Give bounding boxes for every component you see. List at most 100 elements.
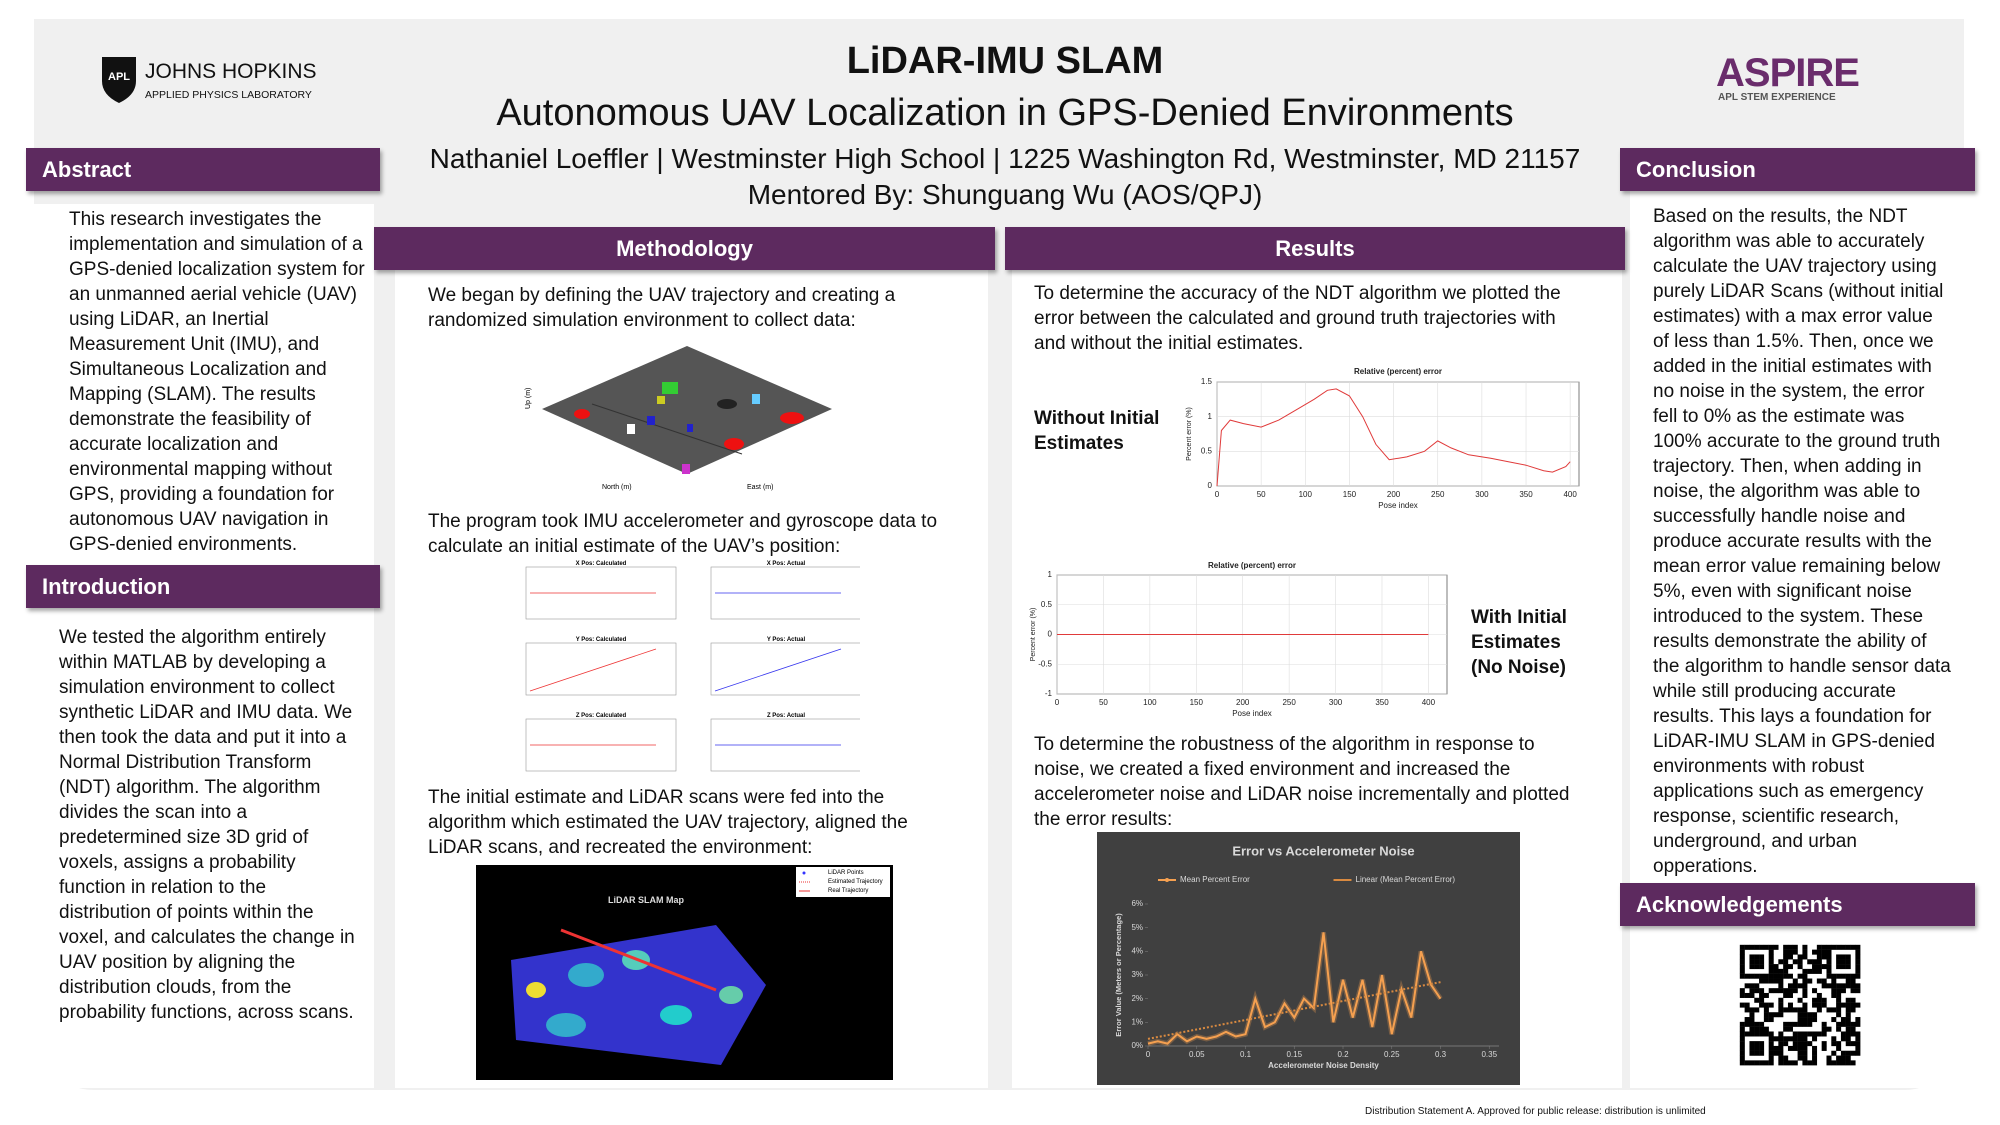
qr-module bbox=[1792, 1031, 1798, 1037]
jhu-logo: APL JOHNS HOPKINS APPLIED PHYSICS LABORA… bbox=[102, 57, 317, 103]
qr-module bbox=[1754, 1041, 1760, 1047]
qr-module bbox=[1754, 1045, 1760, 1051]
qr-module bbox=[1778, 1041, 1784, 1047]
qr-module bbox=[1773, 978, 1779, 984]
qr-module bbox=[1840, 983, 1846, 989]
qr-module bbox=[1787, 1060, 1793, 1066]
qr-module bbox=[1754, 997, 1760, 1003]
qr-module bbox=[1850, 1026, 1856, 1032]
qr-module bbox=[1802, 1021, 1808, 1027]
qr-module bbox=[1807, 968, 1813, 974]
qr-module bbox=[1836, 1055, 1842, 1061]
qr-module bbox=[1812, 1031, 1818, 1037]
qr-module bbox=[1802, 1017, 1808, 1023]
introduction-text: We tested the algorithm entirely within … bbox=[59, 627, 355, 1023]
qr-module bbox=[1826, 949, 1832, 955]
qr-module bbox=[1816, 992, 1822, 998]
qr-module bbox=[1744, 992, 1750, 998]
qr-module bbox=[1816, 997, 1822, 1003]
qr-module bbox=[1759, 973, 1765, 979]
qr-module bbox=[1739, 1031, 1745, 1037]
qr-module bbox=[1744, 944, 1750, 950]
legend-label: Estimated Trajectory bbox=[828, 879, 883, 885]
qr-module bbox=[1836, 1045, 1842, 1051]
results-text: To determine the robustness of the algor… bbox=[1034, 734, 1570, 830]
qr-module bbox=[1792, 959, 1798, 965]
qr-module bbox=[1749, 1031, 1755, 1037]
qr-module bbox=[1826, 1055, 1832, 1061]
y-tick-label: 0 bbox=[1208, 481, 1213, 490]
qr-module bbox=[1749, 992, 1755, 998]
y-tick-label: 0.5 bbox=[1201, 446, 1213, 455]
qr-module bbox=[1739, 1026, 1745, 1032]
authors: Nathaniel Loeffler | Westminster High Sc… bbox=[429, 143, 1581, 174]
qr-module bbox=[1768, 954, 1774, 960]
qr-module bbox=[1826, 968, 1832, 974]
qr-module bbox=[1802, 1050, 1808, 1056]
qr-module bbox=[1773, 968, 1779, 974]
panel-title: Z Pos: Actual bbox=[767, 713, 805, 719]
qr-module bbox=[1855, 944, 1861, 950]
section-header: Conclusion bbox=[1620, 148, 1975, 191]
obstacle bbox=[687, 424, 693, 432]
qr-module bbox=[1744, 1007, 1750, 1013]
qr-module bbox=[1840, 988, 1846, 994]
qr-module bbox=[1845, 973, 1851, 979]
qr-module bbox=[1855, 1041, 1861, 1047]
qr-module bbox=[1831, 1041, 1837, 1047]
qr-module bbox=[1759, 1041, 1765, 1047]
qr-module bbox=[1787, 1036, 1793, 1042]
y-tick-label: 4% bbox=[1131, 946, 1143, 955]
qr-module bbox=[1802, 1007, 1808, 1013]
qr-module bbox=[1773, 973, 1779, 979]
qr-module bbox=[1778, 968, 1784, 974]
qr-module bbox=[1797, 973, 1803, 979]
panel-line bbox=[714, 648, 842, 692]
qr-module bbox=[1754, 983, 1760, 989]
qr-module bbox=[1821, 1045, 1827, 1051]
qr-module bbox=[1840, 1055, 1846, 1061]
qr-module bbox=[1812, 1012, 1818, 1018]
series-line bbox=[1216, 388, 1571, 487]
qr-module bbox=[1787, 1021, 1793, 1027]
qr-module bbox=[1749, 1060, 1755, 1066]
qr-module bbox=[1739, 944, 1745, 950]
abstract-text: This research investigates the implement… bbox=[69, 209, 365, 555]
qr-module bbox=[1773, 1036, 1779, 1042]
section-header: Abstract bbox=[26, 148, 380, 191]
qr-module bbox=[1855, 1021, 1861, 1027]
qr-module bbox=[1845, 978, 1851, 984]
qr-module bbox=[1802, 1055, 1808, 1061]
qr-module bbox=[1778, 1036, 1784, 1042]
qr-module bbox=[1807, 1060, 1813, 1066]
y-tick-label: 3% bbox=[1131, 970, 1143, 979]
qr-module bbox=[1759, 992, 1765, 998]
x-tick-label: 250 bbox=[1431, 490, 1445, 499]
qr-module bbox=[1749, 1041, 1755, 1047]
qr-module bbox=[1802, 988, 1808, 994]
qr-module bbox=[1845, 954, 1851, 960]
map-blob bbox=[568, 963, 604, 987]
qr-module bbox=[1836, 1060, 1842, 1066]
qr-module bbox=[1840, 944, 1846, 950]
qr-module bbox=[1816, 944, 1822, 950]
qr-module bbox=[1855, 959, 1861, 965]
qr-module bbox=[1783, 944, 1789, 950]
qr-module bbox=[1836, 1026, 1842, 1032]
qr-module bbox=[1840, 1036, 1846, 1042]
qr-module bbox=[1768, 949, 1774, 955]
qr-module bbox=[1812, 1055, 1818, 1061]
qr-module bbox=[1787, 964, 1793, 970]
qr-module bbox=[1744, 1017, 1750, 1023]
methodology-text: We began by defining the UAV trajectory … bbox=[428, 285, 896, 331]
qr-module bbox=[1821, 944, 1827, 950]
qr-module bbox=[1836, 992, 1842, 998]
qr-module bbox=[1783, 1021, 1789, 1027]
qr-module bbox=[1763, 1026, 1769, 1032]
qr-module bbox=[1763, 978, 1769, 984]
qr-module bbox=[1744, 1021, 1750, 1027]
qr-module bbox=[1749, 959, 1755, 965]
series-line bbox=[1147, 932, 1442, 1045]
qr-module bbox=[1773, 988, 1779, 994]
qr-module bbox=[1754, 988, 1760, 994]
